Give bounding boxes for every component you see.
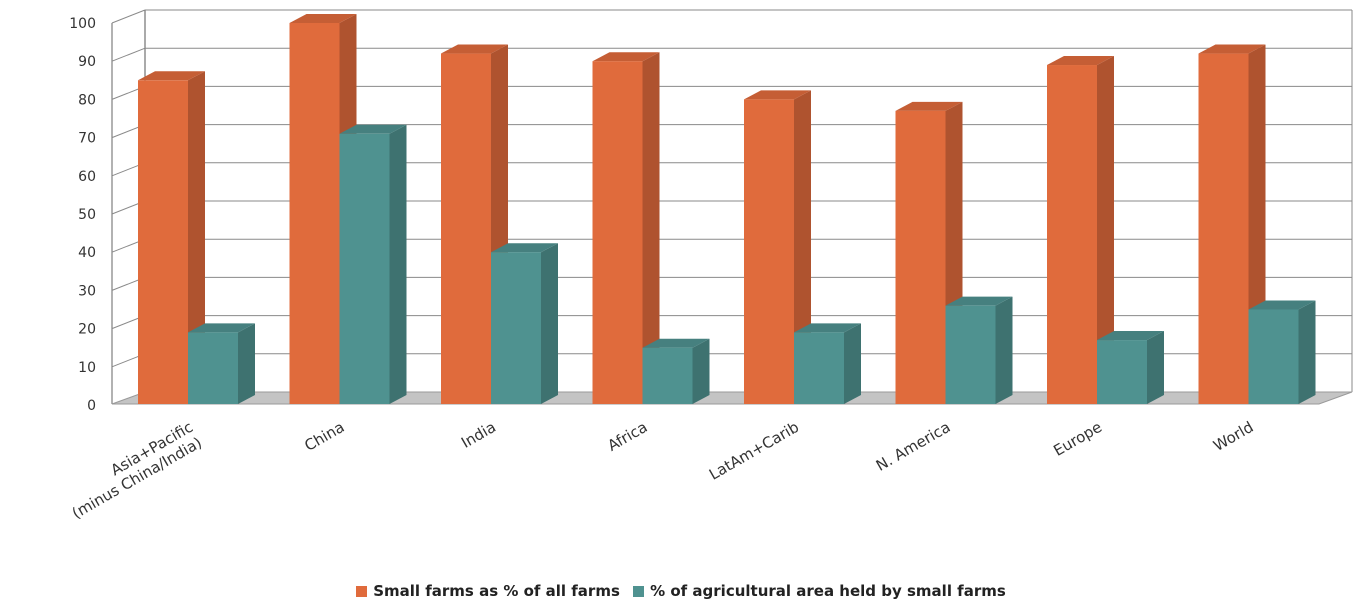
bar-front bbox=[188, 332, 238, 404]
bar bbox=[188, 323, 255, 404]
y-axis-ticks: 0 10 20 30 40 50 60 70 80 90 100 bbox=[69, 16, 96, 414]
y-tick-label: 100 bbox=[69, 16, 96, 32]
bar-side bbox=[238, 323, 255, 404]
bar-top bbox=[491, 243, 558, 253]
bar-front bbox=[1198, 53, 1249, 405]
bar-top bbox=[138, 71, 205, 81]
bar bbox=[744, 90, 811, 405]
bar-top bbox=[592, 52, 660, 62]
y-tick-label: 0 bbox=[87, 398, 96, 414]
legend-item-series-2: % of agricultural area held by small far… bbox=[633, 582, 1006, 600]
bar-top bbox=[945, 296, 1013, 306]
bar-side bbox=[188, 71, 205, 405]
bar-front bbox=[642, 347, 693, 404]
x-tick-label: Europe bbox=[1050, 418, 1105, 460]
x-tick-label: World bbox=[1210, 418, 1256, 455]
bar-top bbox=[1047, 56, 1114, 66]
bar-side bbox=[541, 243, 558, 404]
bar-side bbox=[1147, 331, 1164, 404]
bar bbox=[1248, 300, 1316, 404]
bar-side bbox=[692, 338, 710, 404]
y-tick-label: 80 bbox=[78, 92, 96, 108]
legend-swatch-series-1 bbox=[356, 585, 368, 597]
y-tick-label: 90 bbox=[78, 54, 96, 70]
bar-top bbox=[339, 124, 407, 134]
y-tick-label: 60 bbox=[78, 169, 96, 185]
bar bbox=[642, 338, 710, 404]
bar-front bbox=[895, 110, 946, 405]
gridline-side bbox=[111, 9, 146, 24]
bar-top bbox=[441, 44, 508, 54]
bar-front bbox=[441, 53, 491, 405]
bar bbox=[945, 296, 1013, 404]
y-tick-label: 70 bbox=[78, 131, 96, 147]
bar-top bbox=[895, 101, 963, 111]
legend-swatch-series-2 bbox=[633, 585, 645, 597]
bar-top bbox=[642, 338, 710, 348]
bar-side bbox=[794, 90, 811, 405]
legend-label-series-1: Small farms as % of all farms bbox=[373, 582, 620, 600]
bar-front bbox=[491, 252, 541, 404]
x-tick-label: Asia+Pacific(minus China/India) bbox=[60, 418, 205, 523]
bar-front bbox=[1047, 65, 1097, 405]
y-tick-label: 20 bbox=[78, 322, 96, 338]
bar-front bbox=[339, 133, 390, 404]
bar-top bbox=[794, 323, 861, 333]
bars bbox=[138, 14, 1316, 405]
bar-front bbox=[794, 332, 844, 404]
bar-front bbox=[1097, 340, 1147, 404]
bar bbox=[592, 52, 660, 404]
bar-side bbox=[642, 52, 660, 404]
x-tick-label: N. America bbox=[873, 418, 954, 475]
bar-side bbox=[844, 323, 861, 404]
x-tick-label: India bbox=[458, 418, 499, 452]
bar-front bbox=[945, 305, 996, 404]
legend-item-series-1: Small farms as % of all farms bbox=[356, 582, 620, 600]
bar-top bbox=[744, 90, 811, 100]
bar bbox=[1047, 56, 1114, 405]
bar-top bbox=[188, 323, 255, 333]
x-tick-label: Africa bbox=[604, 418, 650, 455]
bar-front bbox=[138, 80, 188, 405]
x-axis-ticks: Asia+Pacific(minus China/India) China Indi… bbox=[60, 418, 1257, 523]
bar-front bbox=[289, 23, 340, 404]
y-tick-label: 10 bbox=[78, 360, 96, 376]
bar-front bbox=[1248, 309, 1299, 404]
bar-top bbox=[1248, 300, 1316, 310]
bar bbox=[138, 71, 205, 405]
bar-front bbox=[744, 99, 794, 405]
bar-side bbox=[995, 296, 1013, 404]
y-tick-label: 30 bbox=[78, 283, 96, 299]
bar-top bbox=[289, 14, 357, 23]
bar bbox=[491, 243, 558, 404]
gridline-side bbox=[111, 47, 146, 62]
bar-side bbox=[389, 124, 407, 404]
x-tick-label: LatAm+Carib bbox=[706, 418, 802, 484]
x-tick-label: China bbox=[301, 418, 347, 455]
legend: Small farms as % of all farms % of agric… bbox=[0, 582, 1362, 601]
bar bbox=[441, 44, 508, 405]
bar-front bbox=[592, 61, 643, 404]
y-tick-label: 40 bbox=[78, 245, 96, 261]
bar-top bbox=[1198, 44, 1266, 54]
y-tick-label: 50 bbox=[78, 207, 96, 223]
bar-side bbox=[1097, 56, 1114, 405]
bar-top bbox=[1097, 331, 1164, 341]
bar bbox=[339, 124, 407, 404]
bar bbox=[794, 323, 861, 404]
legend-label-series-2: % of agricultural area held by small far… bbox=[650, 582, 1006, 600]
bar-side bbox=[1298, 300, 1316, 404]
bar bbox=[1097, 331, 1164, 404]
